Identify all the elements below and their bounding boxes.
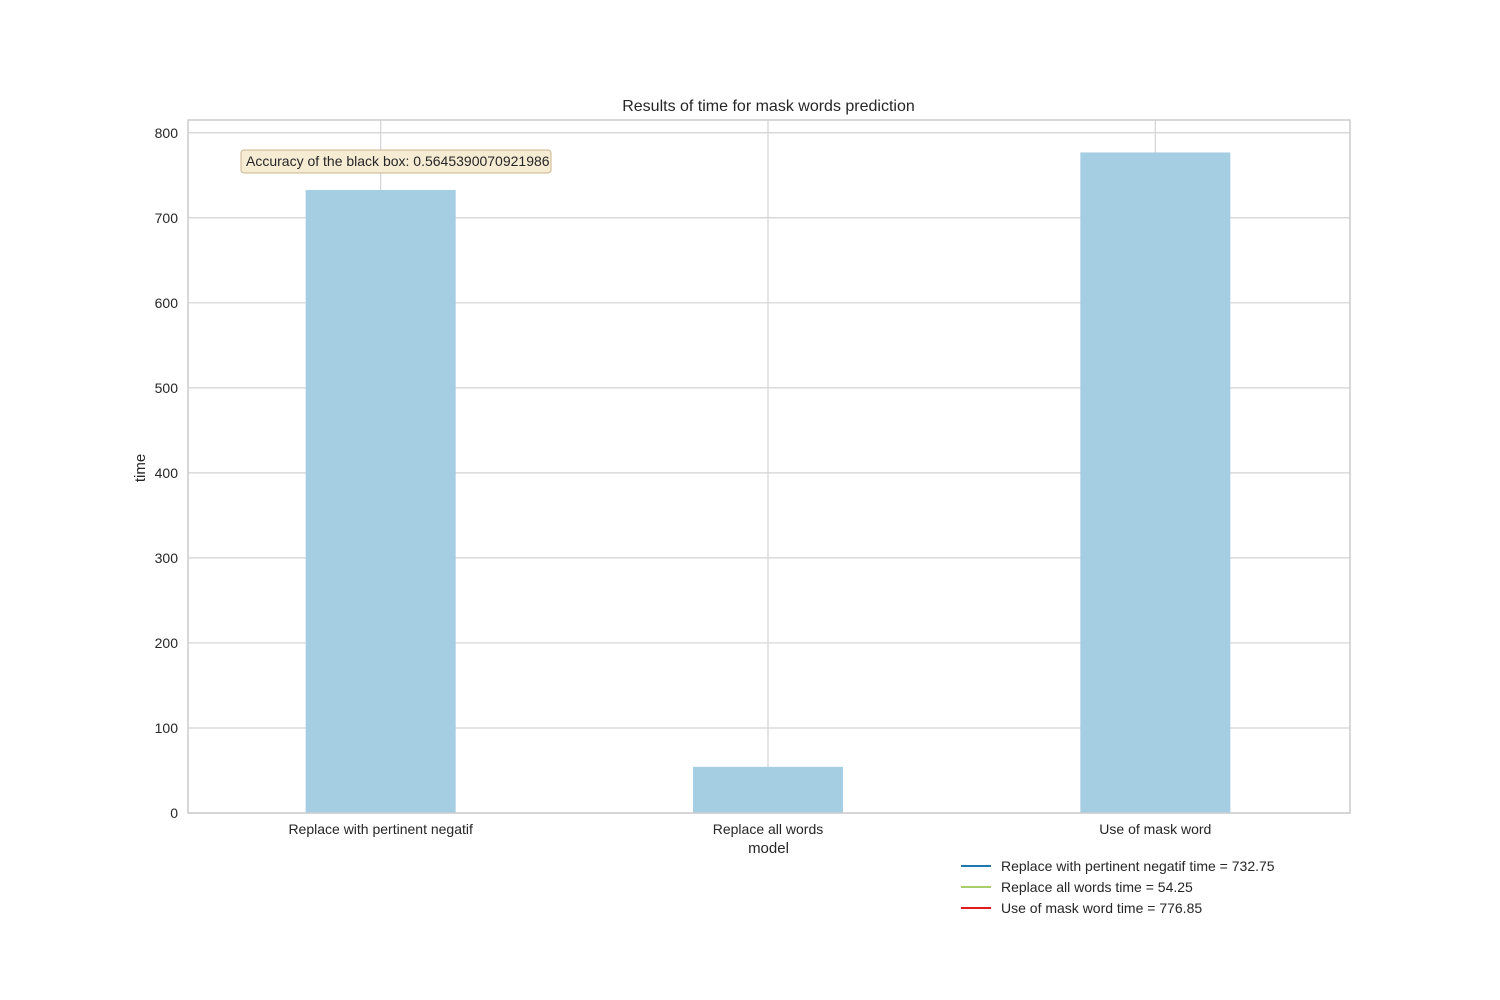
legend-label: Replace all words time = 54.25 bbox=[1001, 879, 1193, 895]
x-tick-label: Use of mask word bbox=[1099, 821, 1211, 837]
y-tick-label: 0 bbox=[170, 805, 178, 821]
y-tick-label: 100 bbox=[155, 720, 179, 736]
y-tick-label: 700 bbox=[155, 210, 179, 226]
x-tick-labels: Replace with pertinent negatif Replace al… bbox=[288, 821, 1211, 837]
x-axis-title: model bbox=[748, 840, 789, 857]
bar bbox=[693, 766, 843, 813]
bar bbox=[1080, 152, 1231, 813]
y-tick-labels: 0 100 200 300 400 500 600 700 800 bbox=[155, 125, 179, 821]
bar bbox=[305, 189, 456, 813]
y-tick-label: 600 bbox=[155, 295, 179, 311]
x-tick-label: Replace all words bbox=[713, 821, 824, 837]
bars-layer bbox=[305, 152, 1231, 813]
y-tick-label: 800 bbox=[155, 125, 179, 141]
y-tick-label: 200 bbox=[155, 635, 179, 651]
accuracy-annotation: Accuracy of the black box: 0.56453900709… bbox=[240, 149, 552, 174]
y-tick-label: 400 bbox=[155, 465, 179, 481]
plot-frame bbox=[187, 119, 1351, 814]
annotation-background bbox=[240, 149, 552, 174]
legend-label: Use of mask word time = 776.85 bbox=[1001, 900, 1202, 916]
legend: Replace with pertinent negatif time = 73… bbox=[961, 858, 1275, 916]
annotation-text: Accuracy of the black box: 0.56453900709… bbox=[246, 153, 550, 169]
y-axis-title: time bbox=[132, 454, 149, 482]
x-tick-label: Replace with pertinent negatif bbox=[288, 821, 473, 837]
legend-label: Replace with pertinent negatif time = 73… bbox=[1001, 858, 1275, 874]
y-tick-label: 500 bbox=[155, 380, 179, 396]
y-tick-label: 300 bbox=[155, 550, 179, 566]
chart-title: Results of time for mask words predictio… bbox=[622, 98, 915, 115]
